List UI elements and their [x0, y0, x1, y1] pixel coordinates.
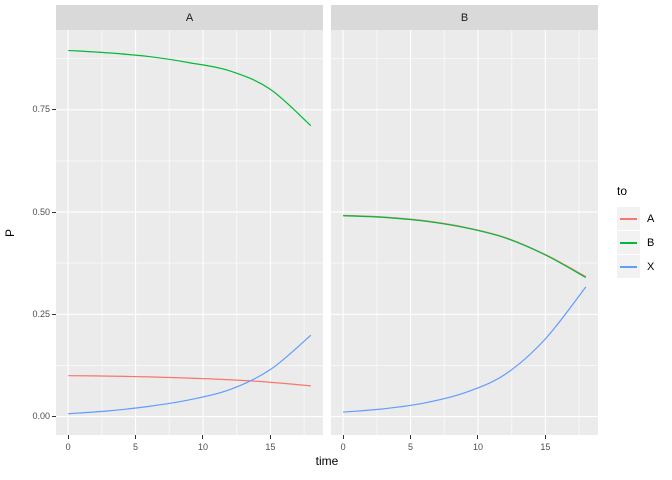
- series-line-x-facet-b: [343, 286, 587, 413]
- x-axis-tick-mark: [269, 435, 271, 439]
- x-axis-tick-label: 10: [472, 442, 483, 452]
- series-line-b-facet-b: [343, 215, 587, 279]
- legend-line-icon: [620, 265, 637, 268]
- y-axis-tick-mark: [52, 416, 56, 418]
- legend-key-a: [617, 207, 640, 230]
- legend-entry-x: X: [617, 255, 654, 278]
- x-axis-tick-mark: [67, 435, 69, 439]
- y-axis-tick-label: 0.50: [32, 206, 50, 217]
- y-axis-tick-mark: [52, 211, 56, 213]
- legend-key-b: [617, 231, 640, 254]
- x-axis-tick-label: 5: [408, 442, 414, 452]
- legend-line-icon: [620, 241, 637, 244]
- legend-entry-b: B: [617, 231, 654, 254]
- legend-label-a: A: [647, 212, 655, 225]
- x-axis-tick-label: 0: [65, 442, 71, 452]
- legend-line-icon: [620, 217, 637, 220]
- facet-strip-a-label: A: [185, 11, 194, 24]
- y-axis-tick-label: 0.75: [32, 104, 50, 115]
- legend-key-x: [617, 255, 640, 278]
- y-axis-tick-mark: [52, 109, 56, 111]
- x-axis-tick-mark: [342, 435, 344, 439]
- facet-strip-b-label: B: [460, 11, 469, 24]
- x-axis-tick-label: 0: [340, 442, 346, 452]
- panel-background: [56, 30, 323, 435]
- legend-label-x: X: [647, 260, 655, 273]
- facet-strip-a: A: [56, 5, 323, 30]
- y-axis-tick-label: 0.00: [32, 411, 50, 422]
- x-axis-tick-label: 15: [265, 442, 276, 452]
- series-line-a-facet-a: [68, 375, 311, 387]
- x-axis-tick-mark: [477, 435, 479, 439]
- plot-panel-b: [331, 30, 598, 435]
- facet-strip-b: B: [331, 5, 598, 30]
- series-line-b-facet-a: [68, 49, 312, 127]
- x-axis-tick-label: 15: [540, 442, 551, 452]
- x-axis-title: time: [315, 454, 339, 468]
- y-axis-tick-mark: [52, 313, 56, 315]
- y-axis-tick-label: 0.25: [32, 308, 50, 319]
- legend-title: to: [617, 184, 628, 198]
- legend-entry-a: A: [617, 207, 654, 230]
- x-axis-tick-mark: [410, 435, 412, 439]
- x-axis-tick-mark: [544, 435, 546, 439]
- y-axis-title: P: [3, 228, 17, 237]
- series-line-x-facet-a: [68, 334, 312, 415]
- x-axis-tick-mark: [202, 435, 204, 439]
- panel-background: [331, 30, 598, 435]
- legend-label-b: B: [647, 236, 655, 249]
- x-axis-tick-label: 10: [197, 442, 208, 452]
- legend: to A B X: [617, 184, 654, 279]
- plot-panel-a: [56, 30, 323, 435]
- x-axis-tick-label: 5: [133, 442, 139, 452]
- x-axis-tick-mark: [135, 435, 137, 439]
